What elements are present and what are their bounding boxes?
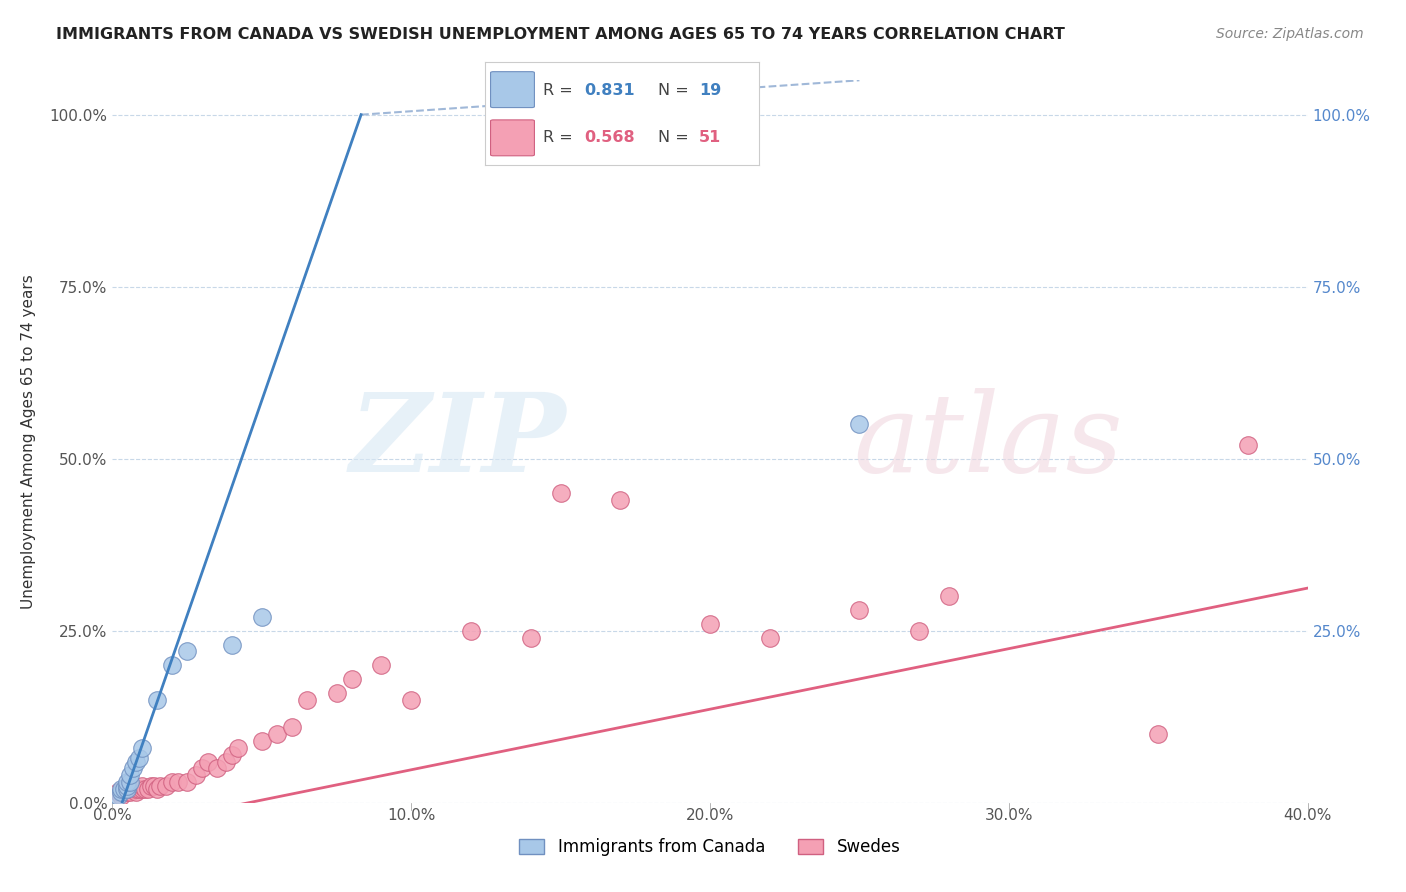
Y-axis label: Unemployment Among Ages 65 to 74 years: Unemployment Among Ages 65 to 74 years [21,274,35,609]
Point [107,789,129,803]
Point [128,782,150,797]
Point [250,610,273,624]
Point [134,782,156,797]
Text: Source: ZipAtlas.com: Source: ZipAtlas.com [1216,27,1364,41]
Point [520,631,543,645]
Point [226,740,249,755]
Point [120,775,142,789]
Text: atlas: atlas [853,388,1123,495]
Point [114,785,135,799]
Point [1147,727,1170,741]
Point [281,720,304,734]
Point [215,755,238,769]
Point [110,785,132,799]
Point [699,616,721,631]
Point [162,658,183,673]
Point [176,775,198,789]
Point [162,775,183,789]
Point [295,692,318,706]
Point [131,782,153,797]
Point [117,775,139,789]
Text: 51: 51 [699,130,721,145]
Point [146,692,169,706]
Point [550,486,572,500]
Point [176,644,198,658]
Point [120,768,142,782]
Text: N =: N = [658,130,693,145]
Point [1237,438,1260,452]
Point [266,727,288,741]
Point [122,782,145,797]
Point [120,782,142,797]
Point [122,761,145,775]
Point [197,755,219,769]
Point [110,789,132,803]
Point [138,782,160,797]
Point [114,782,135,797]
Point [125,755,148,769]
Point [155,779,177,793]
Point [128,751,150,765]
Point [117,782,139,797]
Point [131,740,153,755]
Text: ZIP: ZIP [350,388,567,495]
Text: 19: 19 [699,83,721,97]
Point [110,782,132,797]
Legend: Immigrants from Canada, Swedes: Immigrants from Canada, Swedes [519,838,901,856]
Point [117,782,139,797]
Point [149,779,172,793]
Point [191,761,214,775]
Point [125,782,148,797]
Point [120,785,142,799]
Point [141,779,163,793]
FancyBboxPatch shape [491,120,534,156]
Point [114,782,135,797]
Point [759,631,782,645]
Text: R =: R = [543,130,578,145]
Text: N =: N = [658,83,693,97]
Point [146,782,169,797]
Point [221,638,243,652]
Point [143,779,166,793]
Point [250,734,273,748]
Point [848,417,870,432]
Point [117,779,139,793]
Text: R =: R = [543,83,578,97]
Point [125,785,148,799]
Point [340,672,363,686]
Point [370,658,392,673]
Point [460,624,482,638]
Point [401,692,423,706]
Point [908,624,931,638]
Point [205,761,228,775]
Text: 0.831: 0.831 [583,83,634,97]
Text: IMMIGRANTS FROM CANADA VS SWEDISH UNEMPLOYMENT AMONG AGES 65 TO 74 YEARS CORRELA: IMMIGRANTS FROM CANADA VS SWEDISH UNEMPL… [56,27,1066,42]
Point [609,493,631,508]
Point [117,785,139,799]
Point [167,775,190,789]
Point [221,747,243,762]
FancyBboxPatch shape [491,71,534,108]
Point [107,785,129,799]
Point [131,779,153,793]
Point [117,779,139,793]
Point [848,603,870,617]
Point [186,768,208,782]
Point [325,686,347,700]
Point [938,590,960,604]
Text: 0.568: 0.568 [583,130,634,145]
